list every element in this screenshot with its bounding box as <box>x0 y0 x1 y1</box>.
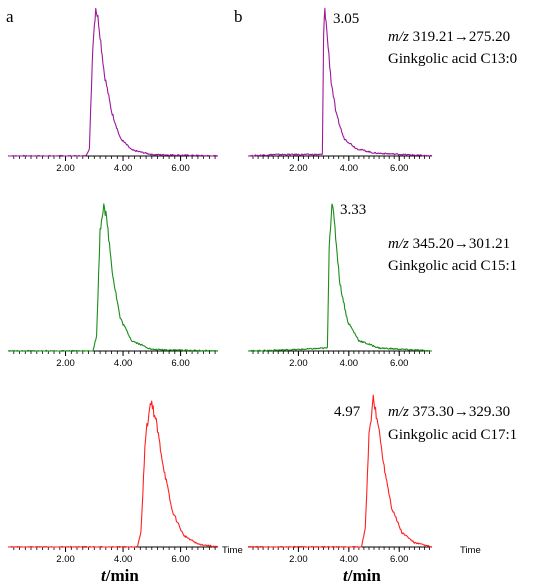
x-tick-label: 2.00 <box>56 554 75 565</box>
x-tick-label: 2.00 <box>56 163 75 174</box>
x-tick-label: 4.00 <box>114 163 133 174</box>
compound-label-3: Ginkgolic acid C17:1 <box>388 427 517 443</box>
chromatogram-trace <box>248 203 432 352</box>
chromatogram-trace <box>7 400 219 548</box>
x-tick-label: 4.00 <box>340 554 359 565</box>
peak-label-top: 3.05 <box>333 11 359 27</box>
panel-label-a: a <box>6 7 14 26</box>
x-tick-label: 6.00 <box>171 163 190 174</box>
plot-bot-b: 2.00 4.00 6.00 <box>247 394 433 565</box>
x-tick-label: 4.00 <box>340 358 359 369</box>
chromatogram-trace <box>248 7 433 157</box>
plot-top-b: 2.00 4.00 6.00 <box>248 7 433 174</box>
x-tick-label: 4.00 <box>114 554 133 565</box>
x-axis-title-a: t/min <box>101 566 139 585</box>
x-tick-label: 4.00 <box>340 163 359 174</box>
transition-label-1: m/z 319.21→275.20 <box>388 29 510 45</box>
x-axis-end-label-b: Time <box>460 545 481 556</box>
plot-mid-b: 2.00 4.00 6.00 <box>248 203 432 369</box>
chromatogram-trace <box>7 203 219 352</box>
x-tick-label: 6.00 <box>390 554 409 565</box>
x-tick-label: 2.00 <box>289 554 308 565</box>
transition-label-3: m/z 373.30→329.30 <box>388 404 510 420</box>
x-axis-title-b: t/min <box>343 566 381 585</box>
compound-label-2: Ginkgolic acid C15:1 <box>388 258 517 274</box>
plot-top-a: 2.00 4.00 6.00 <box>7 7 218 174</box>
peak-label-mid: 3.33 <box>340 202 366 218</box>
plot-mid-a: 2.00 4.00 6.00 <box>7 203 219 369</box>
compound-label-1: Ginkgolic acid C13:0 <box>388 51 517 67</box>
plot-bot-a: 2.00 4.00 6.00 <box>7 400 219 565</box>
x-tick-label: 4.00 <box>114 358 133 369</box>
x-tick-label: 2.00 <box>56 358 75 369</box>
x-tick-label: 6.00 <box>171 358 190 369</box>
x-tick-label: 6.00 <box>171 554 190 565</box>
chromatogram-trace <box>7 7 218 157</box>
peak-label-bot: 4.97 <box>334 404 361 420</box>
transition-label-2: m/z 345.20→301.21 <box>388 236 510 252</box>
x-axis-end-label-a: Time <box>222 545 243 556</box>
x-tick-label: 2.00 <box>289 163 308 174</box>
panel-label-b: b <box>234 7 243 26</box>
x-tick-label: 6.00 <box>390 163 409 174</box>
chromatogram-trace <box>247 394 433 548</box>
x-tick-label: 6.00 <box>390 358 409 369</box>
x-tick-label: 2.00 <box>289 358 308 369</box>
